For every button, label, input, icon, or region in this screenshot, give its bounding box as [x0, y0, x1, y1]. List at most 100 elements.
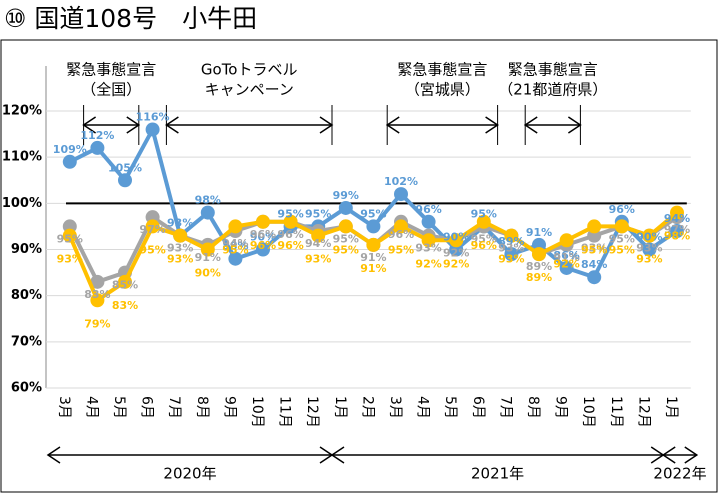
annotation: （全国）: [81, 81, 141, 99]
point: [614, 219, 629, 234]
data-label: 94%: [664, 212, 690, 225]
annotation: 緊急事態宣言: [508, 61, 598, 79]
data-label: 96%: [415, 203, 441, 216]
data-label: 95%: [333, 243, 359, 256]
point: [587, 219, 602, 234]
point: [670, 205, 684, 220]
data-label: 96%: [471, 239, 497, 252]
data-label: 102%: [384, 175, 418, 188]
point: [62, 228, 77, 243]
data-label: 89%: [526, 271, 552, 284]
point: [366, 219, 381, 234]
x-tick-label: 7月: [497, 396, 513, 419]
point: [642, 242, 657, 257]
x-tick-label: 9月: [553, 396, 569, 419]
point: [145, 122, 160, 137]
point: [256, 214, 270, 229]
arrowhead: [126, 116, 141, 134]
point: [200, 205, 215, 220]
x-tick-label: 3月: [387, 396, 403, 419]
data-label: 105%: [108, 161, 142, 174]
x-tick-label: 10月: [249, 396, 265, 428]
data-label: 93%: [636, 242, 662, 255]
point: [394, 187, 408, 202]
data-label: 94%: [222, 237, 248, 250]
year-label: 2020年: [163, 465, 216, 483]
chart-title: ⑩ 国道108号 小牛田: [4, 4, 257, 33]
data-label: 79%: [84, 317, 110, 330]
data-label: 96%: [250, 228, 276, 241]
data-label: 92%: [415, 257, 441, 270]
data-label: 95%: [333, 232, 359, 245]
data-label: 95%: [360, 207, 386, 220]
arrowhead: [485, 116, 499, 134]
data-label: 95%: [471, 207, 497, 220]
x-tick-label: 10月: [580, 396, 596, 428]
point: [449, 233, 464, 248]
point: [118, 274, 132, 289]
data-label: 93%: [498, 253, 524, 266]
data-label: 89%: [526, 260, 552, 273]
data-label: 90%: [443, 231, 469, 244]
point: [90, 274, 105, 289]
data-label: 94%: [305, 237, 331, 250]
data-label: 92%: [443, 246, 469, 259]
data-label: 90%: [195, 267, 221, 280]
data-label: 96%: [609, 203, 635, 216]
x-tick-label: 4月: [415, 396, 431, 419]
annotation: キャンペーン: [205, 81, 294, 99]
annotation: 緊急事態宣言: [66, 61, 156, 79]
data-label: 96%: [388, 228, 414, 241]
data-label: 93%: [305, 253, 331, 266]
data-label: 91%: [195, 251, 221, 264]
data-label: 85%: [112, 279, 138, 292]
x-tick-label: 11月: [608, 396, 624, 428]
data-label: 93%: [498, 242, 524, 255]
x-tick-label: 5月: [111, 396, 127, 419]
data-label: 84%: [581, 258, 607, 271]
data-label: 92%: [553, 257, 579, 270]
point: [421, 214, 436, 229]
arrowhead: [82, 116, 97, 134]
x-tick-label: 4月: [83, 396, 99, 419]
data-label: 93%: [167, 217, 193, 230]
data-label: 91%: [526, 226, 552, 239]
data-label: 93%: [167, 253, 193, 266]
point: [670, 224, 684, 239]
point: [504, 228, 519, 243]
data-label: 93%: [581, 242, 607, 255]
data-label: 97%: [664, 223, 690, 236]
x-tick-label: 11月: [277, 396, 293, 428]
x-tick-label: 5月: [442, 396, 458, 419]
data-label: 95%: [609, 243, 635, 256]
arrowhead: [330, 446, 345, 464]
arrowhead: [319, 116, 334, 134]
arrowhead: [385, 116, 400, 134]
data-label: 83%: [84, 288, 110, 301]
y-tick-label: 100%: [2, 196, 42, 211]
data-label: 93%: [57, 253, 83, 266]
annotation: （21都道府県）: [498, 81, 607, 99]
data-label: 95%: [581, 243, 607, 256]
data-label: 93%: [636, 253, 662, 266]
data-label: 99%: [333, 189, 359, 202]
arrowhead: [567, 116, 582, 134]
data-label: 96%: [277, 228, 303, 241]
data-label: 96%: [250, 239, 276, 252]
data-label: 97%: [139, 223, 165, 236]
x-tick-label: 9月: [221, 396, 237, 419]
y-tick-label: 70%: [11, 334, 42, 349]
x-tick-label: 3月: [56, 396, 72, 419]
annotation: 緊急事態宣言: [397, 61, 487, 79]
y-tick-label: 60%: [11, 381, 42, 396]
y-tick-label: 110%: [2, 150, 42, 165]
x-tick-label: 2月: [359, 396, 375, 419]
point: [145, 219, 160, 234]
data-label: 116%: [136, 110, 170, 123]
data-label: 90%: [636, 231, 662, 244]
arrowhead: [661, 446, 676, 464]
data-label: 98%: [195, 194, 221, 207]
data-label: 96%: [277, 239, 303, 252]
data-label: 95%: [471, 232, 497, 245]
data-label: 95%: [609, 232, 635, 245]
